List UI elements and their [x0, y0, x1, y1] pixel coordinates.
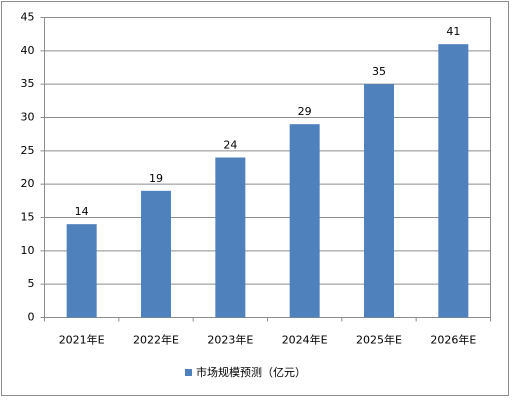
y-tick-label: 40 — [21, 44, 35, 57]
y-tick-label: 30 — [21, 111, 35, 124]
y-tick-label: 0 — [28, 311, 35, 324]
bar — [289, 124, 320, 318]
y-tick-label: 45 — [21, 11, 35, 24]
data-label: 35 — [372, 65, 386, 78]
chart-frame — [1, 1, 509, 396]
x-tick-label: 2025年E — [356, 333, 402, 347]
data-label: 14 — [75, 205, 89, 218]
bar — [215, 157, 246, 318]
y-tick-label: 5 — [28, 277, 35, 290]
legend-swatch — [185, 369, 192, 376]
data-label: 41 — [446, 25, 460, 38]
y-tick-label: 35 — [21, 77, 35, 90]
data-label: 29 — [298, 105, 312, 118]
x-tick-label: 2021年E — [59, 333, 105, 347]
data-label: 19 — [149, 172, 163, 185]
x-tick-label: 2026年E — [430, 333, 476, 347]
x-tick-label: 2022年E — [133, 333, 179, 347]
bar — [364, 84, 394, 318]
y-tick-label: 15 — [21, 211, 35, 224]
bar — [438, 44, 469, 318]
y-tick-label: 20 — [21, 177, 35, 190]
x-tick-label: 2024年E — [282, 333, 328, 347]
bar — [141, 190, 171, 318]
x-tick-label: 2023年E — [207, 333, 253, 347]
y-tick-label: 25 — [21, 144, 35, 157]
bar — [66, 224, 97, 318]
y-tick-label: 10 — [21, 244, 35, 257]
legend-label: 市场规模预测（亿元） — [196, 365, 306, 379]
data-label: 24 — [223, 139, 237, 152]
